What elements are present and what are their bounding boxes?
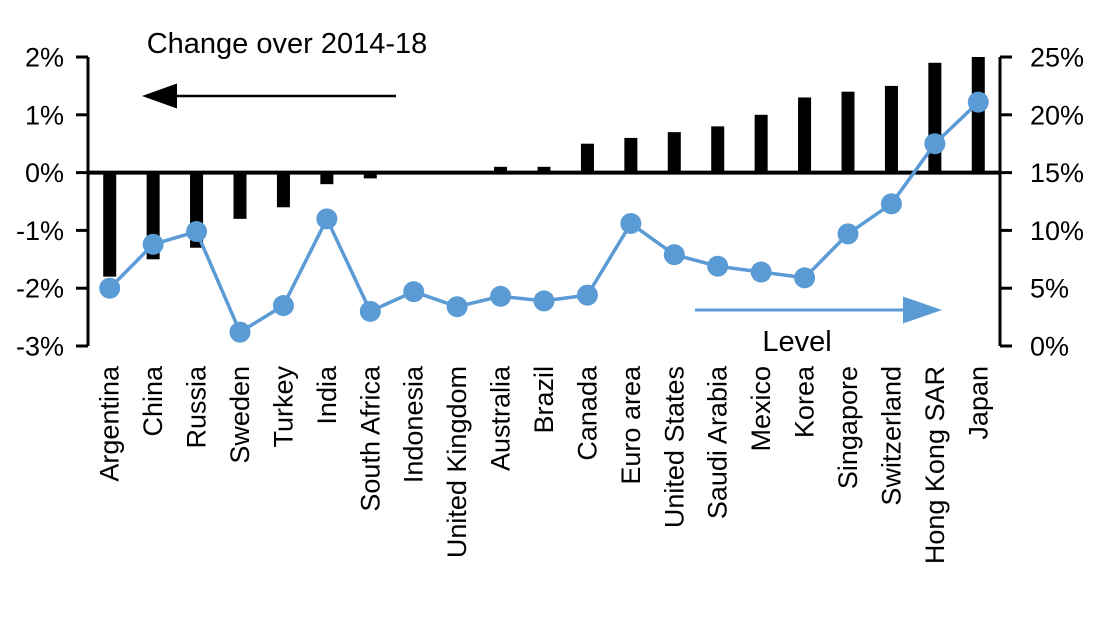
bar-Mexico: [754, 114, 768, 173]
left-axis-tick-label: 1%: [25, 100, 64, 130]
category-label-Saudi Arabia: Saudi Arabia: [703, 365, 733, 519]
category-label-Brazil: Brazil: [529, 366, 559, 434]
bar-Brazil: [537, 166, 551, 173]
bar-Singapore: [841, 91, 855, 173]
category-label-Korea: Korea: [790, 365, 820, 438]
level-marker-Australia: [490, 285, 512, 307]
level-marker-Japan: [967, 91, 989, 113]
left-axis-tick-label: 2%: [25, 43, 64, 73]
level-marker-Mexico: [750, 261, 772, 283]
bar-United States: [667, 132, 681, 173]
bar-series-label: Change over 2014-18: [147, 28, 428, 60]
bar-Turkey: [276, 172, 290, 208]
bar-Saudi Arabia: [711, 126, 725, 173]
level-marker-United Kingdom: [446, 296, 468, 318]
level-marker-United States: [663, 244, 685, 266]
category-label-United Kingdom: United Kingdom: [442, 366, 472, 558]
level-marker-China: [142, 233, 164, 255]
right-arrow-icon: [695, 296, 942, 324]
left-axis-tick-label: -3%: [16, 332, 64, 362]
bar-Argentina: [103, 172, 117, 277]
level-marker-Switzerland: [880, 193, 902, 215]
right-axis-tick-label: 10%: [1030, 216, 1084, 246]
level-marker-Singapore: [837, 223, 859, 245]
category-label-Turkey: Turkey: [268, 366, 298, 448]
category-label-Argentina: Argentina: [95, 365, 125, 482]
category-label-Hong Kong SAR: Hong Kong SAR: [920, 366, 950, 564]
right-axis-tick-label: 25%: [1030, 43, 1084, 73]
category-label-Australia: Australia: [486, 365, 516, 471]
right-axis-tick-label: 20%: [1030, 100, 1084, 130]
left-axis-tick-label: -2%: [16, 274, 64, 304]
level-marker-Canada: [576, 284, 598, 306]
level-marker-India: [316, 208, 338, 230]
level-marker-Turkey: [272, 295, 294, 317]
level-marker-Brazil: [533, 290, 555, 312]
left-axis-ticks: 2% 1% 0% -1% -2% -3%: [16, 43, 88, 362]
level-marker-Indonesia: [403, 281, 425, 303]
level-marker-Euro area: [620, 212, 642, 234]
level-marker-Saudi Arabia: [707, 255, 729, 277]
bar-Switzerland: [884, 85, 898, 173]
left-axis-tick-label: 0%: [25, 158, 64, 188]
bar-Euro area: [624, 137, 638, 173]
category-label-Sweden: Sweden: [225, 366, 255, 464]
bar-series-annotation: Change over 2014-18: [142, 28, 427, 109]
category-label-Japan: Japan: [963, 366, 993, 440]
bar-Australia: [494, 166, 508, 173]
level-marker-Sweden: [229, 321, 251, 343]
bar-India: [320, 172, 334, 185]
right-axis-tick-label: 0%: [1030, 332, 1069, 362]
left-axis-tick-label: -1%: [16, 216, 64, 246]
level-marker-South Africa: [359, 300, 381, 322]
left-arrow-icon: [142, 83, 396, 109]
category-label-Euro area: Euro area: [616, 365, 646, 485]
category-label-China: China: [138, 365, 168, 437]
category-label-India: India: [312, 365, 342, 425]
category-label-United States: United States: [659, 366, 689, 528]
right-axis-ticks: 25% 20% 15% 10% 5% 0%: [1000, 43, 1084, 362]
category-axis-labels: Argentina China Russia Sweden Turkey India Sou…: [95, 365, 994, 564]
bar-Canada: [580, 143, 594, 173]
line-series-annotation: Level: [695, 296, 942, 358]
level-marker-Korea: [794, 267, 816, 289]
level-marker-Russia: [186, 221, 208, 243]
bar-series-group: [103, 57, 985, 277]
right-axis-tick-label: 15%: [1030, 158, 1084, 188]
category-label-South Africa: South Africa: [355, 365, 385, 512]
category-label-Russia: Russia: [182, 365, 212, 449]
category-label-Indonesia: Indonesia: [399, 365, 429, 483]
level-marker-Hong Kong SAR: [924, 133, 946, 155]
line-series-label: Level: [762, 326, 831, 358]
category-label-Mexico: Mexico: [746, 366, 776, 452]
line-series-group: [99, 91, 989, 343]
category-label-Switzerland: Switzerland: [876, 366, 906, 506]
bar-Sweden: [233, 172, 247, 219]
right-axis-tick-label: 5%: [1030, 274, 1069, 304]
category-label-Singapore: Singapore: [833, 366, 863, 489]
bar-Japan: [971, 57, 985, 173]
axes-group: 2% 1% 0% -1% -2% -3% 25% 20% 15% 10% 5% 0%: [16, 43, 1084, 362]
level-marker-Argentina: [99, 277, 121, 299]
bar-South Africa: [363, 172, 377, 179]
category-label-Canada: Canada: [572, 365, 602, 461]
bar-Hong Kong SAR: [928, 62, 942, 173]
bar-Korea: [798, 97, 812, 173]
